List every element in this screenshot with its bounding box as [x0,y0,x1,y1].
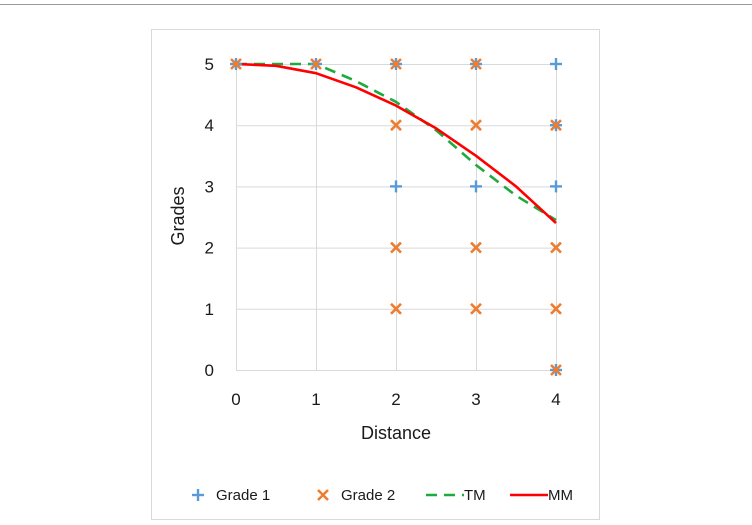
grade1-marker [470,180,482,193]
grade2-marker [390,58,402,70]
legend-label: MM [548,487,573,504]
grade2-marker [390,119,402,132]
grade2-marker [390,241,402,254]
grade2-marker [470,241,482,254]
series-lines [235,62,557,225]
grade1-marker [192,489,204,501]
grade1-marker [550,58,562,70]
y-axis-title: Grades [168,186,188,245]
legend-item-mm: MM [510,487,573,504]
y-tick-label: 2 [205,239,214,258]
legend-item-tm: TM [426,487,486,504]
top-rule [0,4,752,5]
legend-label: TM [464,487,486,504]
grade2-marker [317,489,329,501]
x-tick-label: 1 [311,390,320,409]
y-tick-label: 3 [205,177,214,196]
y-tick-label: 4 [205,116,214,135]
legend: Grade 1 Grade 2 TM MM [192,487,573,504]
grade2-marker [470,58,482,70]
grade1-marker [390,180,402,193]
series-line-tm [236,62,557,222]
series-line-mm [235,62,557,225]
grade2-marker [390,302,402,315]
x-tick-label: 3 [471,390,480,409]
grade2-marker [230,58,242,70]
y-tick-label: 5 [205,55,214,74]
grade2-marker [310,58,322,70]
grade2-marker [470,119,482,132]
legend-label: Grade 2 [341,487,395,504]
legend-label: Grade 1 [216,487,270,504]
grid [236,64,557,371]
legend-item-grade-1: Grade 1 [192,487,270,504]
grade2-marker [550,119,562,132]
series-markers [230,58,562,376]
grade2-marker [470,302,482,315]
legend-item-grade-2: Grade 2 [317,487,395,504]
tick-labels: 0 1 2 3 4 0 1 2 3 4 5 [205,55,561,409]
y-tick-label: 0 [205,361,214,380]
grade2-marker [550,241,562,254]
x-tick-label: 2 [391,390,400,409]
x-axis-title: Distance [361,423,431,443]
x-tick-label: 4 [551,390,560,409]
x-tick-label: 0 [231,390,240,409]
grade2-marker [550,364,562,376]
grade2-marker [550,302,562,315]
y-tick-label: 1 [205,300,214,319]
grade1-marker [550,180,562,193]
chart-frame [151,29,600,520]
